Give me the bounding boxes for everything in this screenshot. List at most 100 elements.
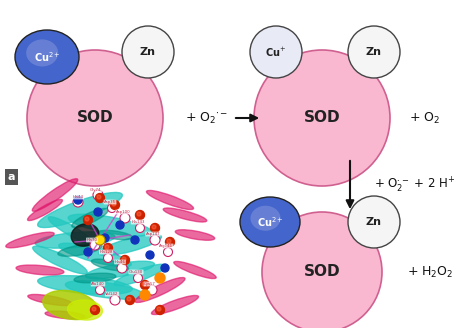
Circle shape	[95, 235, 105, 245]
Circle shape	[136, 211, 145, 219]
Circle shape	[127, 297, 131, 301]
Circle shape	[126, 296, 135, 304]
Circle shape	[120, 256, 129, 264]
Ellipse shape	[114, 264, 166, 286]
Ellipse shape	[37, 276, 132, 295]
Circle shape	[90, 240, 100, 250]
Text: Arg141: Arg141	[159, 244, 173, 248]
Circle shape	[85, 217, 89, 221]
Circle shape	[92, 307, 96, 311]
Text: + H$_2$O$_2$: + H$_2$O$_2$	[407, 264, 453, 279]
Text: Zn: Zn	[366, 47, 382, 57]
Text: Val142: Val142	[105, 292, 118, 296]
Ellipse shape	[240, 197, 300, 247]
Ellipse shape	[91, 259, 128, 271]
Circle shape	[122, 26, 174, 78]
Circle shape	[147, 285, 157, 295]
Circle shape	[84, 248, 92, 256]
Ellipse shape	[146, 191, 193, 210]
Ellipse shape	[15, 30, 79, 84]
Circle shape	[73, 197, 83, 207]
Circle shape	[91, 305, 100, 315]
Ellipse shape	[26, 39, 58, 67]
Circle shape	[110, 200, 119, 210]
Circle shape	[161, 264, 169, 272]
Ellipse shape	[28, 295, 72, 306]
Text: SOD: SOD	[77, 111, 113, 126]
Circle shape	[151, 223, 159, 233]
Circle shape	[164, 248, 173, 256]
Circle shape	[167, 239, 171, 243]
Circle shape	[142, 282, 146, 286]
Circle shape	[83, 215, 92, 224]
Text: SOD: SOD	[304, 111, 340, 126]
Ellipse shape	[250, 206, 281, 231]
Circle shape	[348, 26, 400, 78]
Bar	[2, 162, 220, 325]
Circle shape	[117, 263, 127, 273]
Text: + O$_2^{\cdot-}$ + 2 H$^{+}$: + O$_2^{\cdot-}$ + 2 H$^{+}$	[374, 175, 456, 195]
Circle shape	[165, 237, 174, 247]
Ellipse shape	[32, 179, 78, 211]
Circle shape	[110, 295, 120, 305]
Circle shape	[155, 305, 164, 315]
Text: Ala140: Ala140	[91, 282, 105, 286]
Ellipse shape	[72, 208, 108, 228]
Text: His70: His70	[86, 238, 98, 242]
Text: His44: His44	[73, 195, 83, 199]
Ellipse shape	[174, 261, 216, 278]
Circle shape	[136, 223, 145, 233]
Ellipse shape	[74, 273, 116, 283]
Circle shape	[103, 254, 112, 262]
Circle shape	[157, 307, 161, 311]
Ellipse shape	[262, 212, 382, 328]
Circle shape	[95, 285, 104, 295]
Circle shape	[93, 190, 103, 200]
Ellipse shape	[152, 296, 199, 315]
Circle shape	[131, 236, 139, 244]
Text: a: a	[8, 172, 16, 182]
Text: Cu$^{2+}$: Cu$^{2+}$	[34, 50, 60, 64]
Ellipse shape	[71, 224, 99, 246]
Circle shape	[140, 290, 150, 300]
Ellipse shape	[27, 50, 163, 186]
Text: Zn: Zn	[140, 47, 156, 57]
Ellipse shape	[254, 50, 390, 186]
Ellipse shape	[33, 246, 87, 274]
Text: Zn: Zn	[366, 217, 382, 227]
Ellipse shape	[99, 235, 162, 256]
Ellipse shape	[16, 265, 64, 275]
Text: His143: His143	[131, 220, 145, 224]
Text: His128: His128	[99, 250, 113, 254]
Circle shape	[348, 196, 400, 248]
Ellipse shape	[98, 230, 132, 240]
Circle shape	[155, 273, 165, 283]
Text: Asp147: Asp147	[146, 232, 160, 236]
Circle shape	[150, 235, 160, 245]
Ellipse shape	[6, 232, 54, 248]
Ellipse shape	[37, 193, 122, 228]
Text: His46: His46	[115, 260, 126, 264]
Circle shape	[122, 257, 126, 261]
Ellipse shape	[163, 208, 207, 222]
Circle shape	[120, 213, 130, 223]
Circle shape	[250, 26, 302, 78]
Circle shape	[101, 234, 109, 242]
Circle shape	[140, 280, 149, 290]
Ellipse shape	[175, 230, 215, 240]
Circle shape	[108, 203, 117, 213]
Ellipse shape	[58, 244, 102, 256]
Text: Asp100: Asp100	[116, 210, 130, 214]
Ellipse shape	[45, 311, 85, 319]
Ellipse shape	[68, 214, 152, 236]
Ellipse shape	[59, 243, 131, 267]
Ellipse shape	[43, 290, 97, 319]
Text: Cu$^{+}$: Cu$^{+}$	[265, 46, 286, 59]
Text: + O$_2$$^{\cdot-}$: + O$_2$$^{\cdot-}$	[185, 111, 228, 126]
Circle shape	[112, 202, 116, 206]
Circle shape	[137, 212, 141, 216]
Text: Glu130: Glu130	[129, 270, 143, 274]
Ellipse shape	[65, 281, 145, 299]
Text: SOD: SOD	[304, 264, 340, 279]
Circle shape	[95, 194, 104, 202]
